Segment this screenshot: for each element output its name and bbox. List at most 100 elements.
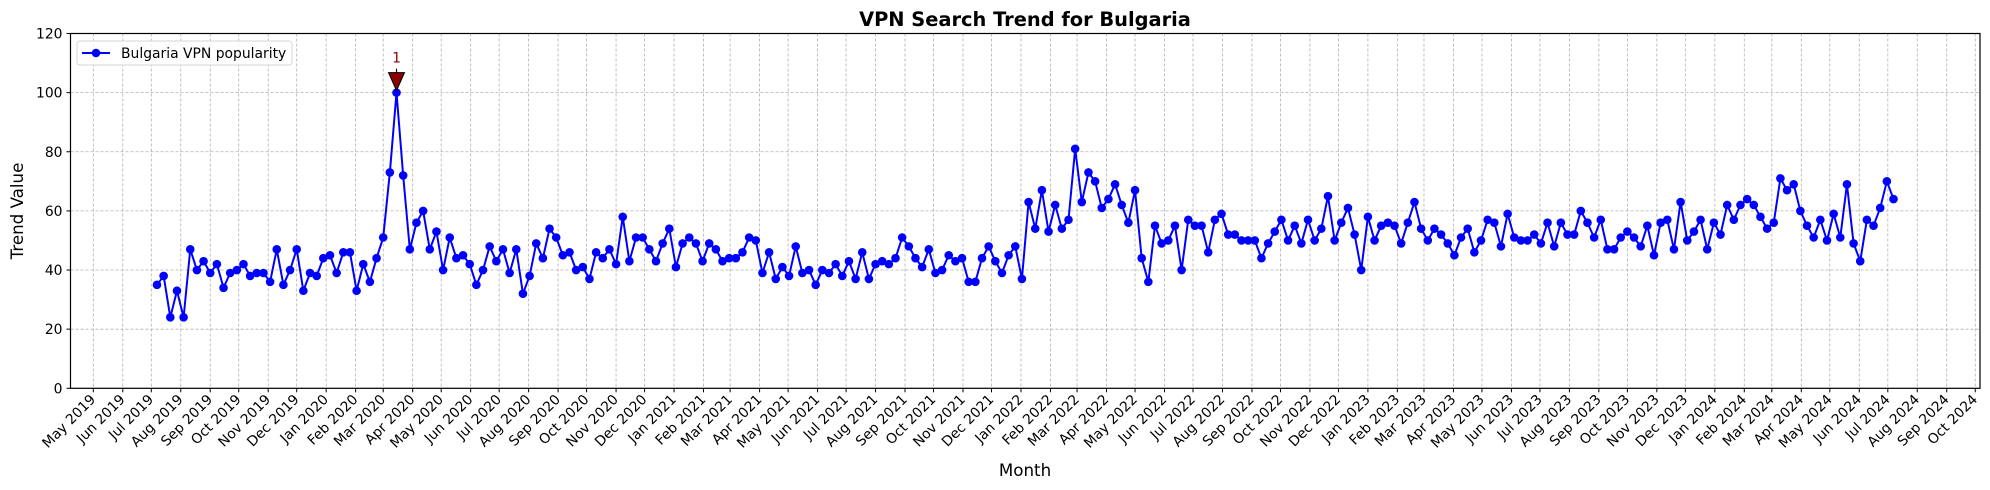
data-point [1729,215,1739,225]
data-point [305,268,315,278]
data-point [232,265,242,275]
data-point [458,250,468,260]
data-point [1676,197,1685,207]
data-point [837,271,847,281]
data-point [551,233,561,242]
data-point [1742,194,1752,204]
data-point [1070,144,1080,154]
data-point [1230,230,1240,239]
data-point [605,245,614,254]
data-point [997,268,1007,278]
peak-marker-triangle-icon [387,72,406,92]
data-point [1636,242,1645,251]
data-point [1842,179,1852,189]
data-point [159,271,168,281]
data-point [1709,218,1719,228]
data-point [1776,174,1785,183]
data-point [1549,242,1559,251]
data-point [1762,224,1772,233]
data-point [964,277,973,287]
data-point [618,212,628,222]
data-point [625,256,634,266]
data-point [492,256,501,266]
data-point [738,247,747,257]
data-point [1130,185,1140,195]
data-point [1183,215,1193,225]
data-point [1090,177,1100,186]
data-point [924,245,934,254]
legend-marker [91,48,101,58]
data-point [944,250,954,260]
data-point [645,245,654,254]
data-point [252,268,262,278]
data-point [1875,203,1885,213]
data-point [1696,215,1705,225]
data-point [1037,185,1047,195]
data-point [1503,209,1512,219]
data-point [1796,206,1805,216]
data-point [957,253,967,263]
data-point [1769,218,1779,228]
data-point [1609,245,1619,254]
data-point [445,233,455,242]
data-point [991,256,1000,266]
data-point [691,239,701,248]
data-point [478,265,488,275]
data-point [631,233,641,242]
data-point [1543,218,1552,228]
data-point [565,247,574,257]
data-point [259,268,268,278]
data-point [358,259,368,269]
data-point [1237,236,1246,245]
data-point [671,262,681,272]
data-point [1789,179,1799,189]
data-point [1323,191,1333,201]
data-point [332,268,341,278]
data-point [678,239,687,248]
y-tick-label: 120 [36,27,63,43]
data-point [984,242,993,251]
data-point [1403,218,1413,228]
data-point [452,253,461,263]
series-layer [152,88,1898,322]
data-point [1476,236,1486,245]
data-point [1583,218,1592,228]
y-axis-label: Trend Value [7,163,27,261]
series-line [156,91,1895,319]
y-tick-label: 60 [45,204,63,220]
data-point [1450,250,1459,260]
data-point [917,262,927,272]
data-point [804,265,814,275]
legend-label: Bulgaria VPN popularity [121,46,286,62]
data-point [1616,233,1626,242]
data-point [412,218,421,228]
data-point [505,268,514,278]
data-point [1243,236,1253,245]
data-point [1223,230,1233,239]
data-point [1343,203,1353,213]
data-point [352,286,361,296]
data-point [1250,236,1260,245]
data-point [405,245,415,254]
data-point [1383,218,1393,228]
data-point [1423,236,1433,245]
data-point [385,168,395,177]
data-point [485,242,494,251]
data-point [831,259,840,269]
data-point [1802,221,1812,230]
data-point [325,250,335,260]
data-point [1669,245,1679,254]
data-point [611,259,621,269]
data-point [1330,236,1339,245]
data-point [1410,197,1419,207]
data-point [152,280,162,290]
data-point [472,280,481,290]
data-point [558,250,568,260]
data-point [1017,274,1027,284]
data-point [1603,245,1612,254]
data-point [1110,179,1120,189]
data-point [1297,239,1306,248]
data-point [791,242,801,251]
data-point [1490,218,1499,228]
data-point [1117,200,1127,210]
